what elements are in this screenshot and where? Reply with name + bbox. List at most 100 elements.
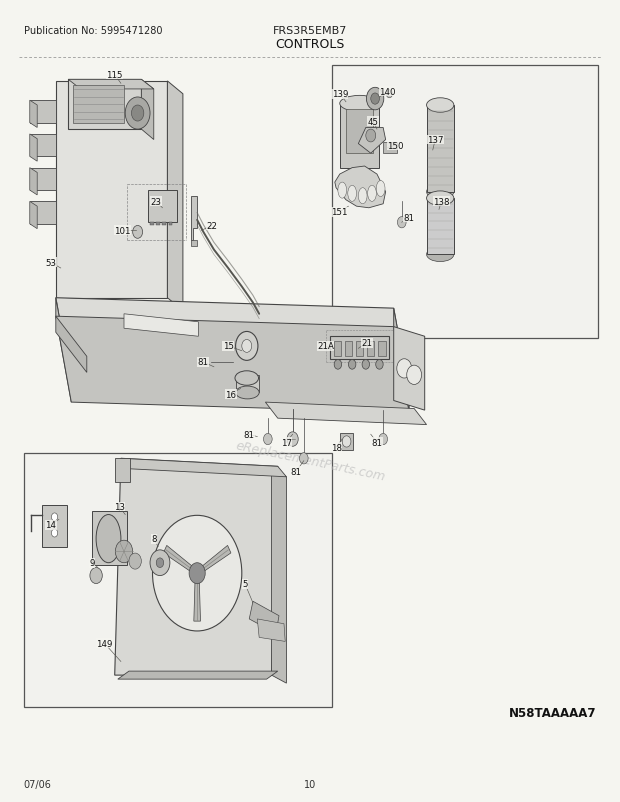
Bar [378,342,386,356]
Text: 15: 15 [223,342,234,351]
Circle shape [362,360,370,370]
Circle shape [131,106,144,122]
Text: 21A: 21A [317,342,334,351]
Text: Publication No: 5995471280: Publication No: 5995471280 [24,26,162,35]
Circle shape [189,563,205,584]
Circle shape [366,130,376,143]
Circle shape [407,366,422,385]
Text: 151: 151 [332,208,348,217]
Circle shape [133,226,143,239]
Polygon shape [56,82,167,298]
Circle shape [371,94,379,105]
Text: 115: 115 [107,71,123,80]
Polygon shape [68,80,141,130]
Circle shape [287,432,298,447]
Text: CONTROLS: CONTROLS [275,38,345,51]
Polygon shape [121,459,286,477]
Polygon shape [56,298,409,395]
Polygon shape [30,168,37,196]
Polygon shape [194,582,200,622]
Text: N58TAAAAA7: N58TAAAAA7 [509,706,596,719]
Text: 8: 8 [151,534,156,544]
Text: 13: 13 [113,502,125,512]
Ellipse shape [376,181,385,197]
Polygon shape [30,135,37,162]
Polygon shape [191,196,197,241]
Bar [334,342,341,356]
Circle shape [150,550,170,576]
Text: 14: 14 [45,520,56,530]
Polygon shape [394,327,425,411]
Circle shape [129,553,141,569]
Polygon shape [30,168,56,191]
Ellipse shape [427,99,454,113]
Bar [367,342,374,356]
Polygon shape [30,202,56,225]
Text: 53: 53 [45,258,56,268]
Polygon shape [30,135,56,157]
Circle shape [156,558,164,568]
Ellipse shape [368,186,376,202]
Ellipse shape [235,371,259,386]
Polygon shape [167,82,183,311]
Bar [346,110,373,154]
Text: 138: 138 [433,197,450,207]
Text: 81: 81 [198,358,209,367]
Text: 81: 81 [244,430,255,439]
Bar [73,86,124,124]
Ellipse shape [427,192,454,206]
Bar [345,342,352,356]
Text: 149: 149 [96,638,112,648]
Text: 10: 10 [304,780,316,789]
Circle shape [242,340,252,353]
Text: 150: 150 [388,141,404,151]
Bar [332,66,598,338]
Polygon shape [115,459,130,483]
Text: 22: 22 [206,221,218,231]
Bar [24,453,332,707]
Polygon shape [330,337,389,359]
Polygon shape [257,619,285,642]
Polygon shape [340,104,379,168]
Ellipse shape [236,387,259,399]
Text: FRS3R5EMB7: FRS3R5EMB7 [273,26,347,35]
Ellipse shape [358,188,367,205]
Polygon shape [427,106,454,192]
Bar [236,375,259,393]
Circle shape [386,91,392,99]
Polygon shape [249,602,279,634]
Polygon shape [427,199,454,255]
Polygon shape [358,128,386,154]
Bar [356,342,363,356]
Text: 07/06: 07/06 [24,780,51,789]
Circle shape [397,217,406,229]
Polygon shape [92,512,127,565]
Circle shape [264,434,272,445]
Circle shape [366,88,384,111]
Polygon shape [118,671,278,679]
Text: 137: 137 [427,136,443,145]
Circle shape [125,98,150,130]
Ellipse shape [427,248,454,262]
Circle shape [376,360,383,370]
Circle shape [299,453,308,464]
Text: 81: 81 [291,467,302,476]
Polygon shape [42,505,67,547]
Bar [148,191,177,223]
Polygon shape [30,101,56,124]
Circle shape [236,332,258,361]
Polygon shape [30,101,37,128]
Circle shape [153,516,242,631]
Text: eReplacementParts.com: eReplacementParts.com [234,439,386,484]
Circle shape [397,359,412,379]
Text: 81: 81 [404,213,415,223]
Polygon shape [335,167,386,209]
Polygon shape [56,298,71,403]
Text: 18: 18 [330,443,342,452]
Polygon shape [56,317,409,413]
Circle shape [115,541,133,563]
Text: 16: 16 [225,390,236,399]
Polygon shape [56,317,87,373]
Text: 5: 5 [242,579,247,589]
Bar [169,223,172,226]
